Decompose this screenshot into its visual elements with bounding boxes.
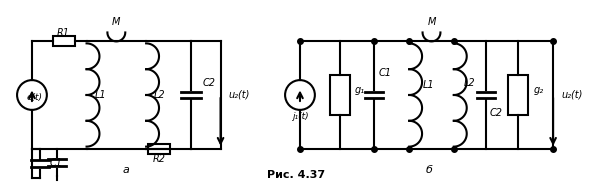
Bar	[508, 75, 528, 115]
Text: M: M	[112, 17, 120, 26]
Text: L1: L1	[423, 80, 435, 90]
Text: M: M	[428, 17, 436, 26]
Text: L2: L2	[464, 78, 476, 88]
Text: e(t): e(t)	[27, 94, 43, 102]
Text: б: б	[426, 165, 432, 175]
Text: L2: L2	[154, 90, 166, 100]
Text: L1: L1	[95, 90, 106, 100]
Text: j₁(t): j₁(t)	[292, 112, 308, 121]
Bar	[148, 144, 170, 154]
Text: C1: C1	[378, 68, 391, 78]
Bar	[330, 75, 350, 115]
Text: C2: C2	[203, 78, 216, 88]
Text: g₂: g₂	[533, 85, 543, 95]
Text: C1: C1	[50, 159, 63, 168]
Text: u₂(t): u₂(t)	[561, 90, 582, 100]
Text: а: а	[123, 165, 130, 175]
Text: R1: R1	[57, 29, 70, 38]
Text: R2: R2	[152, 153, 165, 163]
Text: g₁: g₁	[355, 85, 365, 95]
Text: u₂(t): u₂(t)	[228, 90, 250, 100]
Text: C2: C2	[490, 108, 503, 118]
Text: Рис. 4.37: Рис. 4.37	[267, 170, 325, 180]
Bar	[53, 36, 75, 46]
